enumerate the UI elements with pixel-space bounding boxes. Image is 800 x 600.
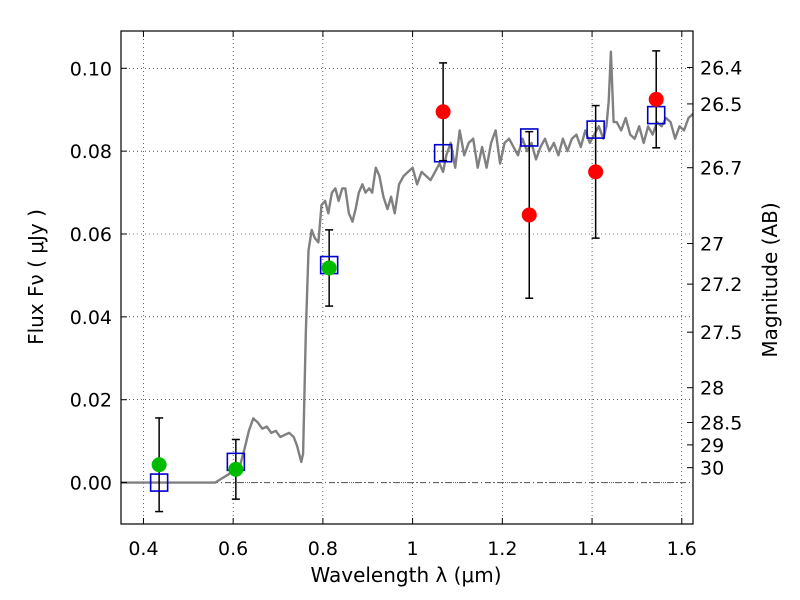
grid-lines [121,31,693,524]
y-tick-label: 0.00 [70,473,112,495]
y-axis-ticks: 0.00 0.02 0.04 0.06 0.08 0.10 [70,58,127,495]
y2-tick-label: 27.5 [700,322,742,344]
synthetic-flux-square [586,120,605,139]
x-tick-label: 0.8 [308,538,338,560]
x-tick-label: 1.2 [487,538,517,560]
red-data-point [648,91,664,107]
red-data-point [521,207,537,223]
y2-tick-label: 29 [700,435,724,457]
y-tick-label: 0.06 [70,224,112,246]
model-spectrum-line [121,50,694,484]
synthetic-flux-square [519,128,539,147]
y-axis-title: Flux Fν ( μJy ) [24,209,48,345]
y2-tick-label: 28 [700,378,724,400]
synthetic-flux-square [433,143,453,163]
y2-tick-label: 26.5 [700,94,742,116]
x-axis-ticks: 0.4 0.6 0.8 1 1.2 1.4 1.6 [128,31,697,560]
green-data-point [151,457,167,473]
red-data-point [588,164,604,180]
red-data-point [435,104,451,120]
green-data-point [228,461,244,477]
y2-tick-label: 26.4 [700,57,742,79]
x-tick-label: 1.6 [667,538,697,560]
y-tick-label: 0.02 [70,390,112,412]
y2-axis-title: Magnitude (AB) [758,202,782,357]
y2-tick-label: 27 [700,234,724,256]
plot-frame [120,30,694,525]
y-tick-label: 0.08 [70,141,112,163]
model-spectrum-group [121,50,694,484]
y-tick-label: 0.04 [70,307,112,329]
y2-tick-label: 27.2 [700,274,742,296]
x-axis-title: Wavelength λ (μm) [310,563,501,587]
y2-tick-label: 30 [700,458,724,480]
y-tick-label: 0.10 [70,58,112,80]
y2-tick-label: 26.7 [700,158,742,180]
x-tick-label: 1.4 [577,538,607,560]
synthetic-flux-square [149,473,169,492]
y2-tick-label: 28.5 [700,413,742,435]
x-tick-label: 1 [407,538,419,560]
marker-group [149,91,666,492]
x-tick-label: 0.4 [128,538,158,560]
green-data-point [321,260,337,276]
x-tick-label: 0.6 [218,538,248,560]
